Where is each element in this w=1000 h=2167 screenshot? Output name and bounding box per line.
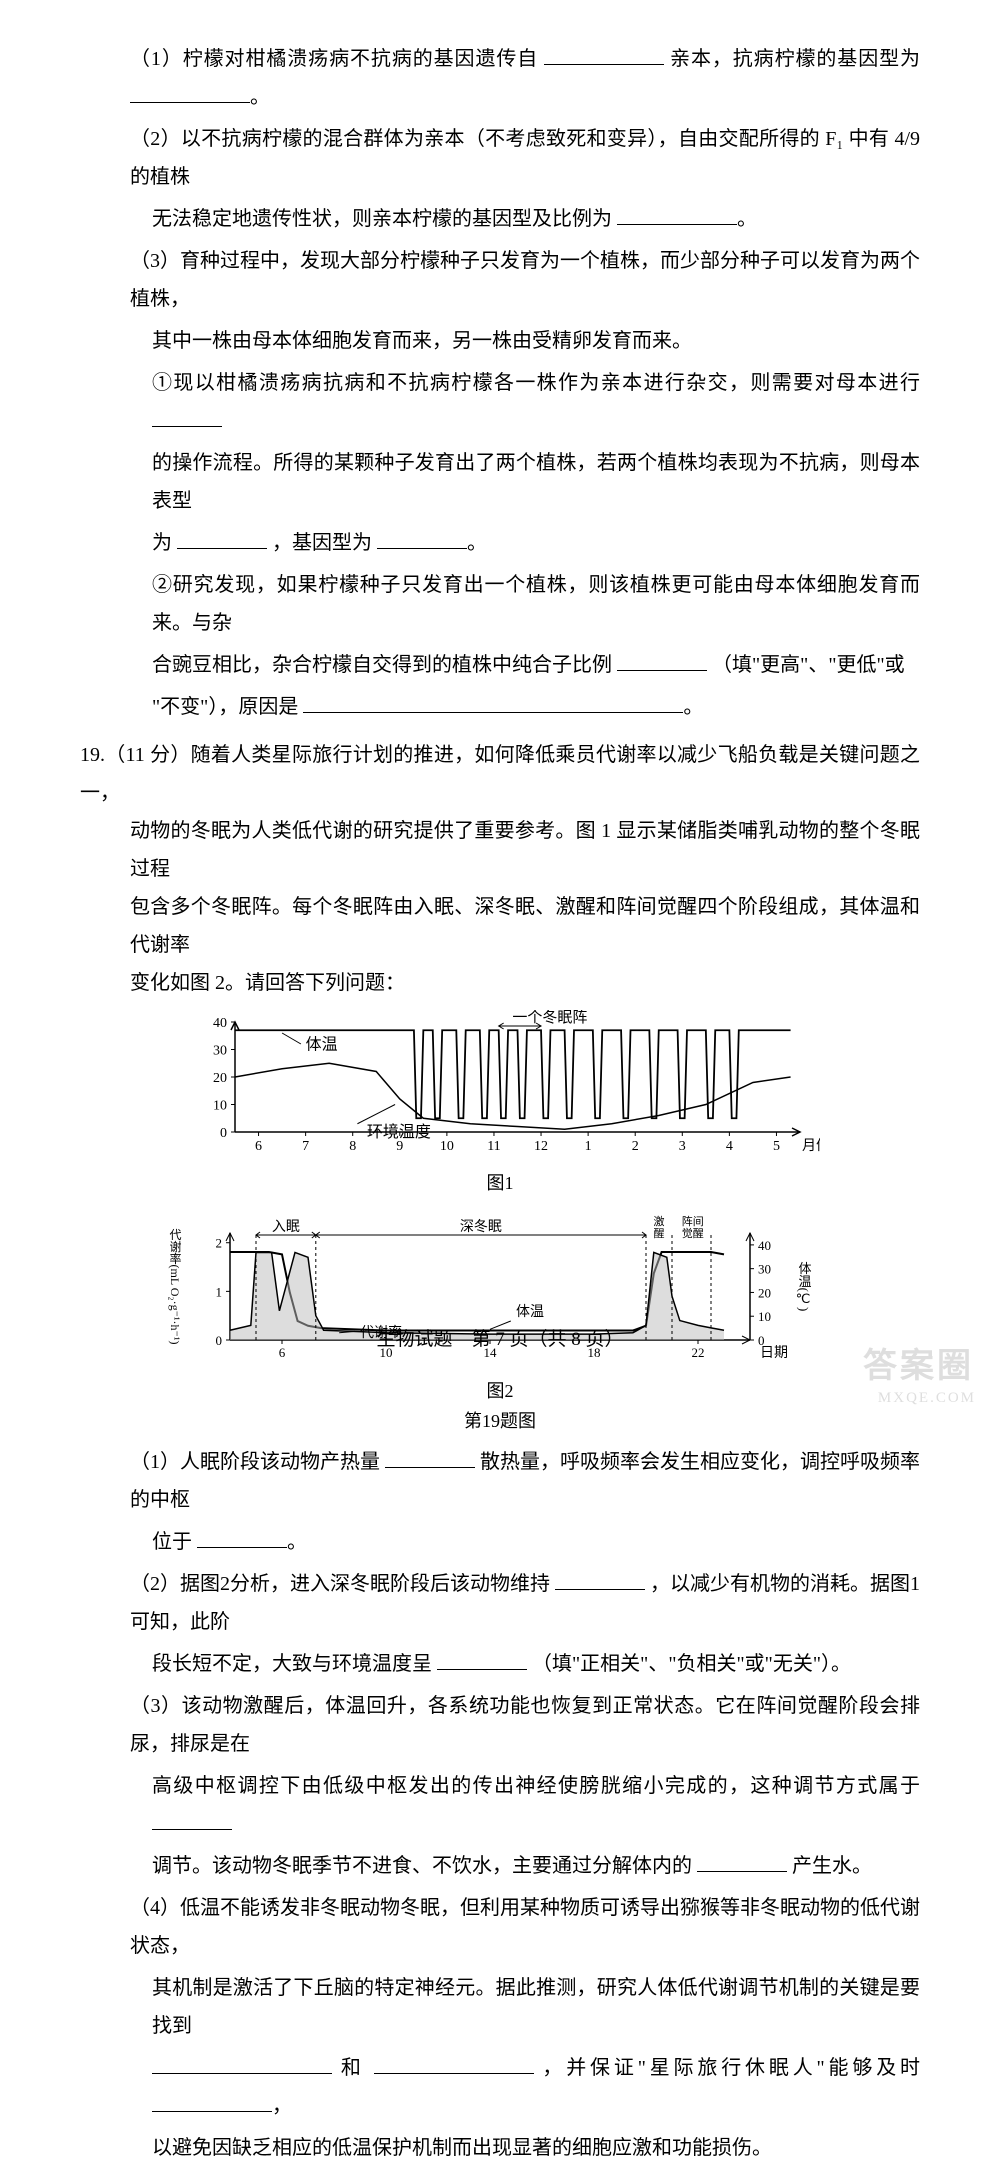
- svg-text:8: 8: [349, 1139, 356, 1154]
- chart1-svg: 403020100678910111212345月份体温环境温度一个冬眠阵: [180, 1010, 820, 1170]
- svg-text:9: 9: [396, 1139, 403, 1154]
- svg-text:7: 7: [302, 1139, 309, 1154]
- text: （1）柠檬对柑橘溃疡病不抗病的基因遗传自: [130, 48, 538, 70]
- q19-head1: 19.（11 分）随着人类星际旅行计划的推进，如何降低乘员代谢率以减少飞船负载是…: [80, 736, 920, 812]
- q19-head2: 动物的冬眠为人类低代谢的研究提供了重要参考。图 1 显示某储脂类哺乳动物的整个冬…: [80, 812, 920, 888]
- q18-3c2d: "不变"），原因是 。: [80, 688, 920, 726]
- svg-text:激: 激: [654, 1214, 665, 1228]
- svg-text:体温: 体温: [516, 1304, 544, 1320]
- svg-text:1: 1: [216, 1285, 223, 1300]
- q18-2: （2）以不抗病柠檬的混合群体为亲本（不考虑致死和变异），自由交配所得的 F₁ 中…: [80, 120, 920, 196]
- q18-3c2b: 合豌豆相比，杂合柠檬自交得到的植株中纯合子比例 （填"更高"、"更低"或: [80, 646, 920, 684]
- blank: [544, 43, 664, 65]
- q19-2: （2）据图2分析，进入深冬眠阶段后该动物维持 ，以减少有机物的消耗。据图1可知，…: [80, 1565, 920, 1641]
- svg-text:一个冬眠阵: 一个冬眠阵: [512, 1010, 587, 1026]
- text: 亲本，抗病柠檬的基因型为: [670, 48, 920, 70]
- q19-2b: 段长短不定，大致与环境温度呈 （填"正相关"、"负相关"或"无关"）。: [80, 1645, 920, 1683]
- figure-label: 第19题图: [80, 1404, 920, 1438]
- svg-text:觉醒: 觉醒: [682, 1227, 704, 1240]
- q19-1: （1）人眠阶段该动物产热量 散热量，呼吸频率会发生相应变化，调控呼吸频率的中枢: [80, 1443, 920, 1519]
- blank: [197, 1526, 287, 1548]
- q18-3c1b: 的操作流程。所得的某颗种子发育出了两个植株，若两个植株均表现为不抗病，则母本表型: [80, 444, 920, 520]
- q18-2b: 无法稳定地遗传性状，则亲本柠檬的基因型及比例为 。: [80, 200, 920, 238]
- svg-text:醒: 醒: [654, 1227, 665, 1240]
- text: 为: [152, 532, 172, 554]
- q19-3c: 调节。该动物冬眠季节不进食、不饮水，主要通过分解体内的 产生水。: [80, 1847, 920, 1885]
- svg-text:月份: 月份: [802, 1138, 820, 1154]
- svg-text:30: 30: [213, 1044, 227, 1059]
- blank: [437, 1648, 527, 1670]
- svg-text:11: 11: [487, 1139, 500, 1154]
- svg-text:40: 40: [213, 1016, 227, 1031]
- blank: [130, 81, 250, 103]
- svg-text:10: 10: [213, 1099, 227, 1114]
- q19-4: （4）低温不能诱发非冬眠动物冬眠，但利用某种物质可诱导出猕猴等非冬眠动物的低代谢…: [80, 1889, 920, 1965]
- blank: [152, 2090, 272, 2112]
- q19-3b: 高级中枢调控下由低级中枢发出的传出神经使膀胱缩小完成的，这种调节方式属于: [80, 1767, 920, 1843]
- q18-3a: （3）育种过程中，发现大部分柠檬种子只发育为一个植株，而少部分种子可以发育为两个…: [80, 242, 920, 318]
- text: （3）育种过程中，发现大部分柠檬种子只发育为一个植株，而少部分种子可以发育为两个…: [130, 250, 920, 310]
- svg-text:20: 20: [758, 1286, 771, 1301]
- q19-1b: 位于 。: [80, 1523, 920, 1561]
- watermark-url: MXQE.COM: [878, 1384, 976, 1413]
- blank: [374, 2052, 534, 2074]
- blank: [385, 1446, 475, 1468]
- text: 的操作流程。所得的某颗种子发育出了两个植株，若两个植株均表现为不抗病，则母本表型: [152, 452, 920, 512]
- svg-text:阵间: 阵间: [682, 1214, 704, 1228]
- blank: [617, 203, 737, 225]
- q18-3c2a: ②研究发现，如果柠檬种子只发育出一个植株，则该植株更可能由母本体细胞发育而来。与…: [80, 566, 920, 642]
- svg-text:2: 2: [632, 1139, 639, 1154]
- chart2-caption: 图2: [80, 1374, 920, 1408]
- q18-3c1a: ①现以柑橘溃疡病抗病和不抗病柠檬各一株作为亲本进行杂交，则需要对母本进行: [80, 364, 920, 440]
- text: "不变"），原因是: [152, 696, 298, 718]
- svg-text:3: 3: [679, 1139, 686, 1154]
- svg-text:环境温度: 环境温度: [367, 1122, 431, 1141]
- blank: [303, 691, 683, 713]
- text: 其中一株由母本体细胞发育而来，另一株由受精卵发育而来。: [152, 330, 692, 352]
- svg-text:0: 0: [220, 1126, 227, 1141]
- text: 无法稳定地遗传性状，则亲本柠檬的基因型及比例为: [152, 208, 612, 230]
- q19-head3: 包含多个冬眠阵。每个冬眠阵由入眠、深冬眠、激醒和阵间觉醒四个阶段组成，其体温和代…: [80, 888, 920, 964]
- chart1-container: 403020100678910111212345月份体温环境温度一个冬眠阵 图1: [80, 1010, 920, 1200]
- q19-head4: 变化如图 2。请回答下列问题：: [80, 964, 920, 1002]
- svg-text:2: 2: [216, 1236, 223, 1251]
- svg-text:12: 12: [534, 1139, 548, 1154]
- q19: 19.（11 分）随着人类星际旅行计划的推进，如何降低乘员代谢率以减少飞船负载是…: [80, 736, 920, 2167]
- q19-4b: 其机制是激活了下丘脑的特定神经元。据此推测，研究人体低代谢调节机制的关键是要找到: [80, 1969, 920, 2045]
- q19-4c: 和 ，并保证"星际旅行休眠人"能够及时 ，: [80, 2049, 920, 2125]
- q18-3b: 其中一株由母本体细胞发育而来，另一株由受精卵发育而来。: [80, 322, 920, 360]
- svg-text:体温(℃): 体温(℃): [796, 1262, 812, 1312]
- blank: [152, 405, 222, 427]
- page-footer: 生物试题 第 7 页（共 8 页）: [0, 1322, 1000, 1358]
- text: ，基因型为: [272, 532, 372, 554]
- q18-1: （1）柠檬对柑橘溃疡病不抗病的基因遗传自 亲本，抗病柠檬的基因型为 。: [80, 40, 920, 116]
- svg-text:1: 1: [585, 1139, 592, 1154]
- svg-text:20: 20: [213, 1071, 227, 1086]
- svg-text:40: 40: [758, 1238, 771, 1253]
- text: （2）以不抗病柠檬的混合群体为亲本（不考虑致死和变异），自由交配所得的 F₁ 中…: [130, 128, 920, 188]
- blank: [152, 2052, 332, 2074]
- blank: [617, 649, 707, 671]
- q18-3c1c: 为 ，基因型为 。: [80, 524, 920, 562]
- text: ②研究发现，如果柠檬种子只发育出一个植株，则该植株更可能由母本体细胞发育而来。与…: [152, 574, 920, 634]
- text: （填"更高"、"更低"或: [712, 654, 905, 676]
- blank: [697, 1850, 787, 1872]
- svg-text:30: 30: [758, 1262, 771, 1277]
- svg-text:4: 4: [726, 1139, 733, 1154]
- svg-text:5: 5: [773, 1139, 780, 1154]
- chart1-caption: 图1: [80, 1166, 920, 1200]
- svg-text:10: 10: [440, 1139, 454, 1154]
- svg-text:6: 6: [255, 1139, 262, 1154]
- text: ①现以柑橘溃疡病抗病和不抗病柠檬各一株作为亲本进行杂交，则需要对母本进行: [152, 372, 920, 394]
- svg-text:深冬眠: 深冬眠: [460, 1219, 502, 1235]
- text: 合豌豆相比，杂合柠檬自交得到的植株中纯合子比例: [152, 654, 612, 676]
- blank: [152, 1808, 232, 1830]
- q19-3: （3）该动物激醒后，体温回升，各系统功能也恢复到正常状态。它在阵间觉醒阶段会排尿…: [80, 1687, 920, 1763]
- blank: [555, 1568, 645, 1590]
- blank: [377, 527, 467, 549]
- blank: [177, 527, 267, 549]
- svg-text:入眠: 入眠: [272, 1220, 300, 1235]
- q19-4e: 以避免因缺乏相应的低温保护机制而出现显著的细胞应激和功能损伤。: [80, 2129, 920, 2167]
- svg-text:体温: 体温: [306, 1036, 338, 1054]
